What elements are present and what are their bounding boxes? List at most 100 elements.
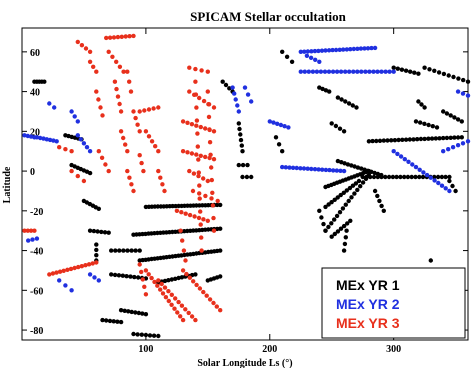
data-point-series-3 bbox=[206, 102, 211, 107]
data-point-series-1 bbox=[121, 248, 126, 253]
data-point-series-3 bbox=[201, 217, 206, 222]
data-point-series-3 bbox=[199, 235, 204, 240]
data-point-series-1 bbox=[337, 210, 343, 215]
data-point-series-3 bbox=[197, 286, 203, 291]
data-point-series-2 bbox=[460, 91, 466, 96]
data-point-series-2 bbox=[310, 69, 316, 74]
data-point-series-2 bbox=[446, 147, 451, 152]
data-point-series-1 bbox=[249, 174, 254, 180]
data-point-series-1 bbox=[418, 120, 423, 125]
data-point-series-2 bbox=[410, 162, 415, 167]
data-point-series-1 bbox=[94, 253, 99, 258]
data-point-series-1 bbox=[411, 137, 416, 142]
data-point-series-1 bbox=[432, 174, 437, 180]
data-point-series-1 bbox=[444, 135, 450, 141]
data-point-series-3 bbox=[155, 283, 160, 288]
data-point-series-3 bbox=[137, 129, 142, 134]
data-point-series-1 bbox=[319, 215, 324, 220]
data-point-series-3 bbox=[195, 131, 200, 136]
data-point-series-1 bbox=[341, 248, 347, 253]
data-point-series-1 bbox=[375, 193, 380, 199]
data-point-series-1 bbox=[448, 135, 453, 140]
data-point-series-2 bbox=[236, 109, 241, 114]
data-point-series-1 bbox=[465, 79, 471, 84]
data-point-series-2 bbox=[413, 164, 419, 170]
data-point-series-3 bbox=[47, 272, 52, 277]
data-point-series-3 bbox=[204, 293, 209, 298]
data-point-series-3 bbox=[196, 215, 202, 221]
data-point-series-2 bbox=[369, 45, 374, 51]
data-point-series-1 bbox=[323, 204, 328, 210]
data-point-series-2 bbox=[75, 119, 81, 124]
data-point-series-2 bbox=[96, 278, 102, 283]
data-point-series-1 bbox=[402, 174, 407, 180]
data-point-series-3 bbox=[208, 152, 213, 157]
data-point-series-2 bbox=[30, 237, 35, 242]
data-point-series-1 bbox=[87, 170, 93, 176]
data-point-series-1 bbox=[132, 274, 137, 280]
data-point-series-3 bbox=[187, 212, 193, 218]
data-point-series-3 bbox=[143, 129, 149, 134]
data-point-series-3 bbox=[194, 282, 199, 288]
data-point-series-1 bbox=[360, 180, 366, 185]
data-point-series-1 bbox=[135, 332, 140, 337]
data-point-series-1 bbox=[156, 333, 161, 339]
data-point-series-1 bbox=[238, 132, 243, 137]
data-point-series-1 bbox=[422, 121, 427, 127]
data-point-series-2 bbox=[81, 141, 87, 146]
data-point-series-1 bbox=[129, 248, 134, 253]
data-point-series-3 bbox=[123, 142, 128, 147]
data-point-series-3 bbox=[75, 39, 81, 45]
data-point-series-3 bbox=[184, 271, 189, 277]
data-point-series-3 bbox=[123, 34, 128, 39]
data-point-series-1 bbox=[280, 149, 285, 154]
data-point-series-1 bbox=[115, 319, 120, 324]
data-point-series-3 bbox=[185, 150, 190, 155]
data-point-series-2 bbox=[63, 283, 68, 288]
data-point-series-1 bbox=[369, 169, 374, 174]
data-point-series-2 bbox=[375, 69, 380, 74]
data-point-series-1 bbox=[96, 206, 102, 211]
data-point-series-1 bbox=[237, 126, 242, 132]
data-point-series-3 bbox=[160, 291, 166, 296]
data-point-series-3 bbox=[211, 215, 216, 221]
data-point-series-1 bbox=[452, 135, 457, 140]
data-point-series-2 bbox=[235, 103, 240, 108]
data-point-series-1 bbox=[245, 162, 250, 168]
data-point-series-2 bbox=[367, 69, 372, 74]
data-point-series-1 bbox=[417, 174, 422, 180]
data-point-series-1 bbox=[381, 208, 386, 213]
data-point-series-2 bbox=[312, 167, 318, 172]
data-point-series-1 bbox=[399, 67, 405, 72]
data-point-series-3 bbox=[111, 35, 117, 40]
data-point-series-2 bbox=[298, 166, 303, 171]
data-point-series-3 bbox=[180, 238, 185, 243]
data-point-series-3 bbox=[57, 269, 63, 274]
data-point-series-3 bbox=[142, 284, 147, 289]
data-point-series-1 bbox=[109, 248, 114, 253]
data-point-series-3 bbox=[193, 66, 198, 72]
data-point-series-1 bbox=[429, 136, 435, 141]
data-point-series-1 bbox=[323, 88, 329, 93]
y-tick-label: -60 bbox=[30, 286, 43, 297]
data-point-series-3 bbox=[96, 97, 101, 102]
data-point-series-1 bbox=[348, 218, 353, 223]
data-point-series-3 bbox=[186, 310, 191, 316]
data-point-series-2 bbox=[75, 133, 81, 138]
data-point-series-1 bbox=[408, 69, 413, 74]
data-point-series-1 bbox=[391, 65, 396, 70]
data-point-series-3 bbox=[203, 154, 208, 160]
data-point-series-2 bbox=[47, 137, 53, 143]
data-point-series-1 bbox=[284, 54, 290, 59]
data-point-series-3 bbox=[69, 149, 74, 154]
data-point-series-1 bbox=[169, 277, 174, 282]
data-point-series-2 bbox=[330, 69, 336, 74]
data-point-series-3 bbox=[114, 86, 119, 92]
data-point-series-1 bbox=[136, 310, 141, 316]
data-point-series-1 bbox=[128, 274, 133, 279]
data-point-series-3 bbox=[166, 298, 171, 304]
data-point-series-3 bbox=[86, 262, 92, 267]
x-axis: 100 200 300 bbox=[138, 28, 401, 355]
data-point-series-2 bbox=[383, 69, 388, 74]
data-point-series-3 bbox=[117, 64, 123, 70]
